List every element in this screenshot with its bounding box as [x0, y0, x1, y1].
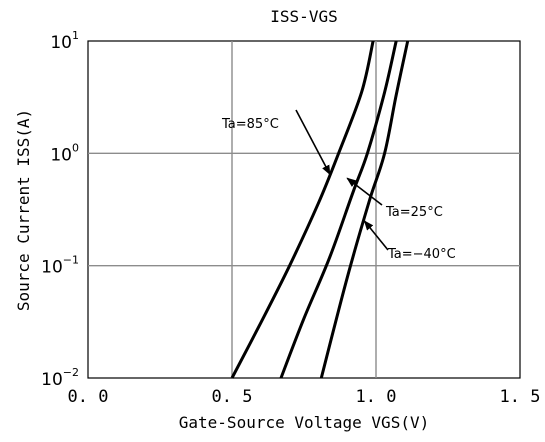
annotation-label: Ta=25°C	[385, 205, 443, 220]
series-lines	[230, 40, 410, 379]
annotation-arrow	[363, 220, 389, 251]
y-tick-labels: 10−2 10−1 100 101	[41, 29, 79, 390]
x-axis-label: Gate-Source Voltage VGS(V)	[179, 413, 429, 432]
y-tick-label: 10−2	[41, 366, 79, 390]
annotation-arrow	[346, 177, 383, 206]
x-tick-labels: 0. 0 0. 5 1. 0 1. 5	[68, 387, 541, 407]
annotation-arrow	[295, 109, 331, 176]
series-line-2	[319, 40, 410, 379]
x-tick-label: 0. 5	[212, 387, 253, 407]
annotation-label: Ta=−40°C	[387, 247, 456, 262]
y-axis-label: Source Current ISS(A)	[14, 109, 33, 311]
grid-lines	[88, 41, 520, 378]
x-tick-label: 1. 0	[356, 387, 397, 407]
x-tick-label: 0. 0	[68, 387, 109, 407]
y-tick-label: 100	[50, 141, 79, 165]
x-tick-label: 1. 5	[500, 387, 541, 407]
series-line-0	[230, 40, 375, 379]
annotation-label: Ta=85°C	[221, 117, 279, 132]
plot-area	[87, 40, 521, 379]
y-tick-label: 101	[50, 29, 79, 53]
chart-title: ISS-VGS	[270, 7, 337, 26]
annotations: Ta=85°C Ta=25°C Ta=−40°C	[221, 109, 456, 262]
y-tick-label: 10−1	[41, 254, 79, 278]
series-line-1	[279, 40, 398, 379]
